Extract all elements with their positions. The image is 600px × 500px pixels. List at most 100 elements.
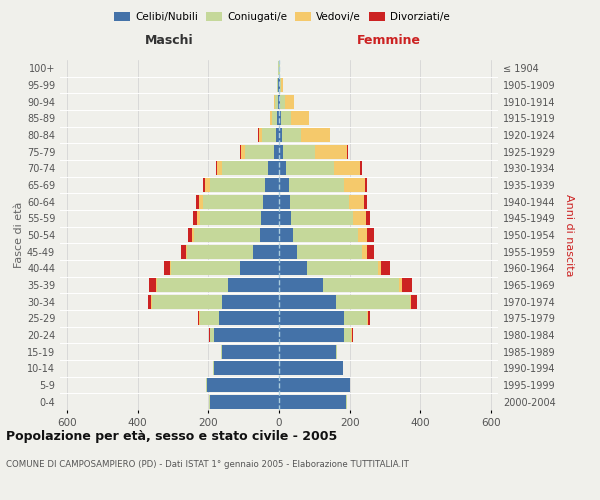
- Bar: [194, 228, 260, 242]
- Bar: [279, 144, 283, 159]
- Bar: [290, 194, 349, 209]
- Bar: [279, 211, 292, 226]
- Bar: [410, 294, 412, 308]
- Bar: [293, 228, 358, 242]
- Bar: [210, 328, 214, 342]
- Bar: [277, 112, 279, 126]
- Bar: [279, 178, 289, 192]
- Bar: [171, 261, 240, 276]
- Bar: [223, 294, 279, 308]
- Bar: [279, 378, 350, 392]
- Bar: [382, 261, 390, 276]
- Bar: [199, 194, 203, 209]
- Bar: [365, 178, 367, 192]
- Bar: [210, 394, 279, 409]
- Bar: [157, 278, 228, 292]
- Bar: [323, 278, 399, 292]
- Bar: [358, 228, 367, 242]
- Bar: [253, 244, 279, 259]
- Bar: [152, 294, 223, 308]
- Bar: [399, 278, 402, 292]
- Bar: [196, 194, 199, 209]
- Text: COMUNE DI CAMPOSAMPIERO (PD) - Dati ISTAT 1° gennaio 2005 - Elaborazione TUTTITA: COMUNE DI CAMPOSAMPIERO (PD) - Dati ISTA…: [6, 460, 409, 469]
- Bar: [279, 78, 280, 92]
- Y-axis label: Anni di nascita: Anni di nascita: [564, 194, 574, 276]
- Bar: [278, 94, 279, 109]
- Bar: [260, 228, 279, 242]
- Bar: [268, 162, 279, 175]
- Bar: [223, 162, 268, 175]
- Bar: [203, 194, 263, 209]
- Bar: [214, 328, 279, 342]
- Bar: [193, 228, 194, 242]
- Bar: [279, 311, 344, 326]
- Bar: [200, 211, 262, 226]
- Bar: [187, 244, 253, 259]
- Bar: [283, 144, 315, 159]
- Bar: [335, 344, 337, 359]
- Bar: [412, 294, 417, 308]
- Bar: [228, 278, 279, 292]
- Bar: [307, 261, 378, 276]
- Bar: [281, 78, 283, 92]
- Bar: [286, 94, 294, 109]
- Bar: [364, 194, 367, 209]
- Bar: [188, 228, 193, 242]
- Bar: [245, 144, 274, 159]
- Bar: [289, 178, 344, 192]
- Bar: [279, 112, 281, 126]
- Bar: [365, 211, 370, 226]
- Bar: [292, 112, 309, 126]
- Bar: [274, 94, 275, 109]
- Text: Maschi: Maschi: [145, 34, 194, 46]
- Bar: [181, 244, 186, 259]
- Bar: [277, 78, 278, 92]
- Bar: [206, 378, 279, 392]
- Bar: [279, 344, 335, 359]
- Bar: [280, 78, 281, 92]
- Bar: [203, 178, 205, 192]
- Legend: Celibi/Nubili, Coniugati/e, Vedovi/e, Divorziati/e: Celibi/Nubili, Coniugati/e, Vedovi/e, Di…: [110, 8, 454, 26]
- Bar: [274, 144, 279, 159]
- Bar: [315, 144, 347, 159]
- Bar: [210, 178, 265, 192]
- Bar: [262, 128, 276, 142]
- Bar: [362, 244, 367, 259]
- Bar: [282, 128, 301, 142]
- Bar: [164, 261, 170, 276]
- Bar: [275, 94, 278, 109]
- Bar: [270, 112, 272, 126]
- Bar: [279, 244, 296, 259]
- Bar: [279, 94, 280, 109]
- Bar: [278, 78, 279, 92]
- Bar: [279, 228, 293, 242]
- Text: Femmine: Femmine: [356, 34, 421, 46]
- Bar: [156, 278, 157, 292]
- Bar: [352, 328, 353, 342]
- Bar: [170, 261, 171, 276]
- Bar: [241, 144, 245, 159]
- Bar: [296, 244, 362, 259]
- Bar: [279, 261, 307, 276]
- Bar: [286, 162, 334, 175]
- Bar: [279, 194, 290, 209]
- Bar: [378, 261, 382, 276]
- Bar: [279, 394, 346, 409]
- Bar: [272, 112, 277, 126]
- Bar: [360, 162, 362, 175]
- Bar: [221, 344, 223, 359]
- Bar: [240, 261, 279, 276]
- Bar: [367, 311, 368, 326]
- Bar: [329, 128, 330, 142]
- Bar: [216, 162, 217, 175]
- Bar: [353, 211, 365, 226]
- Bar: [193, 211, 197, 226]
- Bar: [223, 344, 279, 359]
- Bar: [209, 394, 210, 409]
- Bar: [198, 311, 199, 326]
- Bar: [219, 311, 279, 326]
- Bar: [301, 128, 329, 142]
- Bar: [335, 294, 410, 308]
- Y-axis label: Fasce di età: Fasce di età: [14, 202, 24, 268]
- Bar: [402, 278, 412, 292]
